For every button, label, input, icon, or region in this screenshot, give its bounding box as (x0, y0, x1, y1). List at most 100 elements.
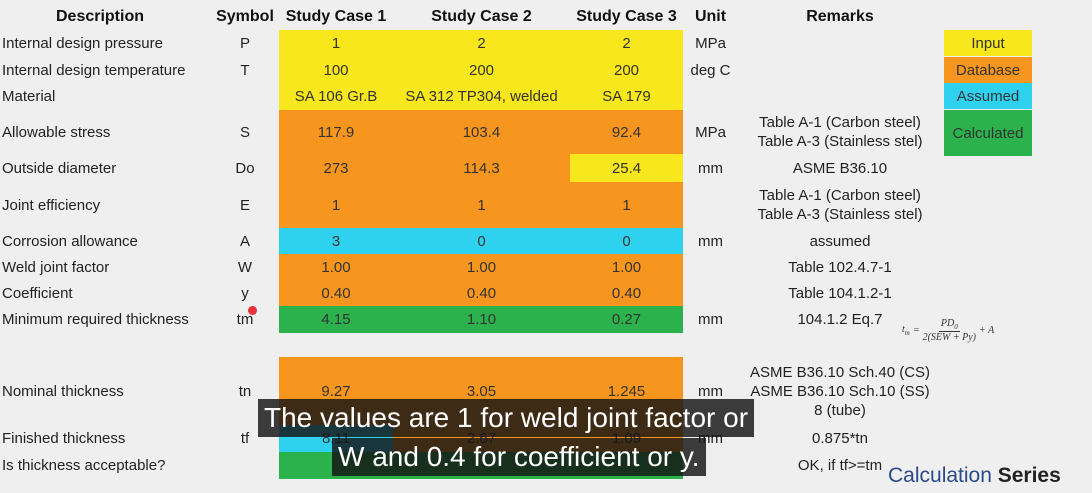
column-header: Study Case 1 (285, 8, 387, 25)
remarks: 0.875*tn (735, 425, 945, 452)
symbol: S (239, 123, 250, 141)
remarks: Table 104.1.2-1 (735, 280, 945, 306)
value-cell: 0.40 (393, 280, 570, 306)
remark-line: Table A-3 (Stainless stel) (757, 133, 923, 150)
unit: mm (698, 159, 723, 177)
remark-line: ASME B36.10 Sch.10 (SS) (750, 382, 930, 400)
row-label: Nominal thickness (2, 382, 124, 400)
value-cell: 200 (570, 57, 683, 83)
value-cell: 1 (393, 182, 570, 228)
value-cell: 1.00 (393, 254, 570, 280)
watermark-bold: Series (991, 464, 1061, 487)
remark-line: OK, if tf>=tm (797, 457, 883, 474)
remarks: Table A-1 (Carbon steel) Table A-3 (Stain… (735, 182, 945, 228)
value-cell: 2 (393, 30, 570, 57)
legend-item: Database (944, 57, 1032, 83)
row-label: Finished thickness (2, 430, 126, 447)
value-cell: 0 (393, 228, 570, 254)
value-cell: 0.27 (570, 306, 683, 333)
row-label: Outside diameter (2, 159, 117, 177)
row-label: Material (2, 88, 56, 105)
watermark: Calculation Series (888, 464, 1061, 487)
column-header: Symbol (216, 8, 274, 25)
row-label: Internal design pressure (2, 35, 163, 52)
value-cell: 0.40 (279, 280, 393, 306)
symbol: A (239, 232, 250, 250)
remarks: ASME B36.10 (735, 154, 945, 182)
formula-eq: = (912, 325, 920, 336)
remark-line: 0.875*tn (812, 430, 868, 447)
value-cell: 1 (279, 30, 393, 57)
row-label: Is thickness acceptable? (2, 457, 166, 474)
symbol: y (241, 284, 249, 302)
value-cell: SA 106 Gr.B (279, 83, 393, 110)
column-header: Description (55, 8, 144, 25)
value-cell: 0.40 (570, 280, 683, 306)
numerator: PD0 (938, 318, 960, 332)
formula-lhs: tm (902, 324, 910, 337)
legend-item: Input (944, 30, 1032, 56)
remark-line: ASME B36.10 (792, 159, 888, 177)
denominator: 2(SEW + Py) (922, 332, 976, 343)
fraction: PD0 2(SEW + Py) (923, 318, 976, 343)
remark-line: ASME B36.10 Sch.40 (CS) (749, 363, 931, 381)
column-header: Study Case 2 (431, 8, 532, 25)
row-label: Internal design temperature (2, 61, 186, 79)
cursor-dot (248, 306, 257, 315)
value-cell: 100 (279, 57, 393, 83)
remark-line: 104.1.2 Eq.7 (797, 311, 883, 328)
symbol: T (240, 61, 250, 79)
formula-tail: + A (979, 325, 995, 336)
symbol: tm (236, 311, 254, 328)
unit: MPa (695, 123, 726, 141)
formula: tm = PD0 2(SEW + Py) + A (902, 318, 994, 343)
remarks: 104.1.2 Eq.7 (735, 306, 945, 333)
row-label: Coefficient (2, 284, 73, 302)
remarks: ASME B36.10 Sch.40 (CS) ASME B36.10 Sch.1… (735, 357, 945, 425)
value-cell: SA 179 (570, 83, 683, 110)
value-cell: 4.15 (279, 306, 393, 333)
remark-line: Table A-1 (Carbon steel) (759, 187, 921, 204)
row-label: Corrosion allowance (2, 232, 138, 250)
value-cell: 1 (279, 182, 393, 228)
value-cell: SA 312 TP304, welded (393, 83, 570, 110)
unit: mm (698, 232, 723, 250)
value-cell: 0 (570, 228, 683, 254)
symbol: tn (238, 382, 252, 400)
remarks: Table 102.4.7-1 (735, 254, 945, 280)
column-header: Study Case 3 (576, 8, 677, 25)
remark-line: 8 (tube) (814, 401, 866, 419)
remark-line: Table 102.4.7-1 (788, 258, 892, 276)
value-cell: 1.00 (570, 254, 683, 280)
legend-item: Calculated (944, 110, 1032, 156)
row-label: Weld joint factor (2, 258, 110, 276)
symbol: P (239, 35, 250, 52)
unit: MPa (695, 35, 726, 52)
unit: mm (698, 311, 723, 328)
num-sub: 0 (954, 323, 958, 331)
subtitle-line: The values are 1 for weld joint factor o… (258, 399, 755, 437)
row-label: Joint efficiency (2, 196, 101, 214)
value-cell: 25.4 (570, 154, 683, 182)
unit: deg C (690, 61, 731, 79)
symbol: tf (240, 430, 250, 447)
column-header: Remarks (806, 8, 874, 25)
value-cell: 2 (570, 30, 683, 57)
legend-item: Assumed (944, 83, 1032, 109)
remarks: OK, if tf>=tm (735, 452, 945, 479)
remarks: assumed (735, 228, 945, 254)
subtitle-line: W and 0.4 for coefficient or y. (332, 438, 706, 476)
value-cell: 103.4 (393, 110, 570, 154)
symbol: Do (235, 159, 255, 177)
value-cell: 1.00 (279, 254, 393, 280)
column-header: Unit (694, 8, 727, 25)
value-cell: 273 (279, 154, 393, 182)
value-cell: 3 (279, 228, 393, 254)
unit: mm (698, 382, 723, 400)
value-cell: 1.10 (393, 306, 570, 333)
value-cell: 114.3 (393, 154, 570, 182)
symbol: E (239, 196, 250, 214)
remarks: Table A-1 (Carbon steel) Table A-3 (Stain… (735, 110, 945, 154)
row-label: Minimum required thickness (2, 311, 189, 328)
